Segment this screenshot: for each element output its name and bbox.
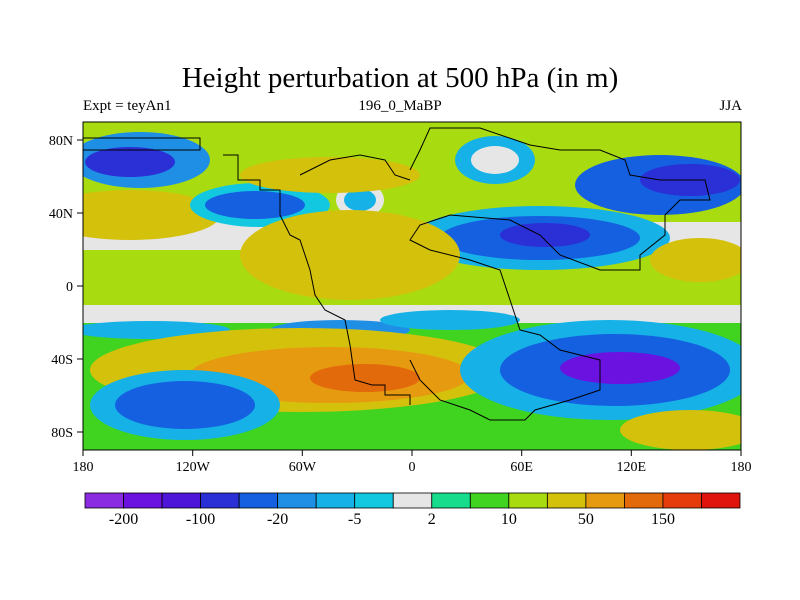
lat-tick-label: 40N	[49, 207, 73, 222]
colorbar: -200 -100 -20 -5 2 10 50 150	[84, 492, 741, 528]
low-atlantic	[344, 189, 376, 211]
axis-ticks	[77, 139, 742, 456]
low-indian-ocean-core	[560, 352, 680, 384]
chart-title: Height perturbation at 500 hPa (in m)	[181, 62, 619, 94]
experiment-label: Expt = teyAn1	[83, 98, 172, 114]
colorbar-swatch	[238, 492, 279, 509]
coastline-americas	[223, 154, 411, 405]
low-africa	[380, 310, 520, 330]
colorbar-swatch	[315, 492, 356, 509]
colorbar-swatch	[200, 492, 240, 509]
colorbar-label: -5	[348, 511, 361, 528]
colorbar-swatch	[392, 492, 433, 509]
lon-tick-label: 120W	[176, 460, 211, 475]
lon-tick-label: 180	[731, 460, 752, 475]
colorbar-swatch	[354, 492, 394, 509]
colorbar-swatch	[701, 492, 741, 509]
period-label: 196_0_MaBP	[358, 98, 442, 114]
lon-tick-label: 60W	[289, 460, 317, 475]
colorbar-label: 50	[578, 511, 594, 528]
lat-tick-label: 0	[66, 280, 73, 295]
coastline-arctic	[83, 137, 201, 151]
low-south-pacific	[115, 381, 255, 429]
lat-tick-label: 80N	[49, 134, 73, 149]
colorbar-swatch	[277, 492, 317, 509]
colorbar-label: -200	[109, 511, 138, 528]
low-arctic-core	[471, 146, 519, 174]
colorbar-swatch	[624, 492, 664, 509]
colorbar-swatch	[585, 492, 625, 509]
colorbar-label: 150	[651, 511, 675, 528]
low-asia-core	[500, 223, 590, 247]
high-greenland	[240, 157, 420, 193]
colorbar-label: 10	[501, 511, 517, 528]
high-south-atlantic-core	[310, 364, 420, 392]
colorbar-label: 2	[428, 511, 436, 528]
colorbar-swatch	[431, 492, 471, 509]
coastline-eurasia-africa	[409, 127, 711, 421]
colorbar-swatch	[123, 492, 163, 509]
colorbar-label: -100	[186, 511, 215, 528]
colorbar-label: -20	[267, 511, 288, 528]
coastline-greenland	[299, 154, 411, 181]
low-north-pacific-core	[85, 147, 175, 177]
antarctic-band	[300, 408, 540, 450]
colorbar-swatch	[84, 492, 124, 509]
lon-tick-label: 0	[409, 460, 416, 475]
colorbar-swatch	[161, 492, 201, 509]
colorbar-swatch	[546, 492, 587, 509]
lat-tick-label: 40S	[51, 353, 73, 368]
colorbar-swatch	[469, 492, 510, 509]
lon-tick-label: 180	[73, 460, 94, 475]
contour-field	[83, 122, 741, 450]
colorbar-swatch	[508, 492, 548, 509]
high-southern-ocean	[620, 410, 741, 450]
lon-tick-label: 60E	[510, 460, 533, 475]
season-label: JJA	[719, 98, 742, 114]
coastlines	[83, 127, 711, 421]
colorbar-swatch	[662, 492, 702, 509]
high-atlantic-tropics	[240, 210, 460, 300]
lat-tick-label: 80S	[51, 426, 73, 441]
lon-tick-label: 120E	[617, 460, 647, 475]
high-pacific	[83, 190, 220, 240]
high-west-pacific	[650, 238, 741, 282]
low-north-america	[205, 191, 305, 219]
